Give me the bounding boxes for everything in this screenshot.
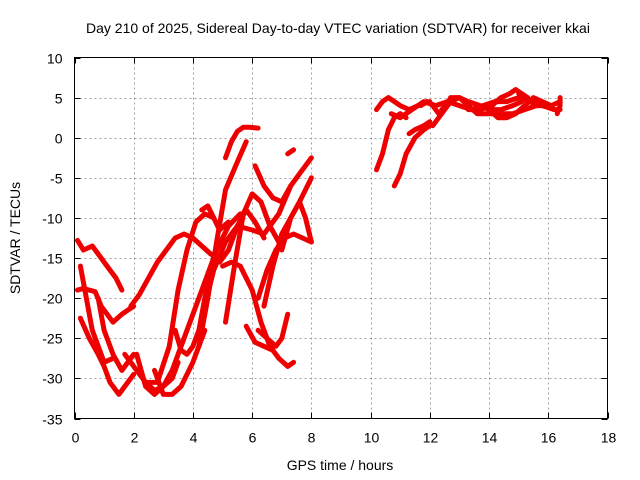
x-tick-label: 12 [423,430,439,446]
y-tick-label: -20 [42,291,62,307]
chart-title: Day 210 of 2025, Sidereal Day-to-day VTE… [86,20,590,36]
y-axis-label: SDTVAR / TECUs [7,182,23,294]
series-arc23 [255,311,291,349]
x-axis-label: GPS time / hours [287,457,394,473]
x-tick-label: 14 [482,430,498,446]
series-arc3 [77,315,137,397]
y-tick-label: -15 [42,251,62,267]
series-arc28 [391,123,433,189]
series-arc21 [252,155,314,205]
series-arc4 [77,263,116,365]
x-tick-label: 4 [190,430,198,446]
series-arc36 [516,91,557,113]
series-arc24 [279,199,314,253]
series-arc1 [75,237,125,293]
x-tick-label: 8 [308,430,316,446]
series-arc30 [406,119,433,137]
grid-lines [74,57,608,419]
series-arc25 [285,147,297,157]
x-tick-label: 16 [541,430,557,446]
data-series [75,87,563,397]
series-arc14 [199,203,231,233]
y-tick-label: 5 [55,91,63,107]
y-tick-label: -30 [42,371,62,387]
series-arc10 [152,327,208,397]
x-tick-label: 10 [364,430,380,446]
y-tick-label: -5 [50,171,63,187]
series-arc13 [223,124,261,161]
series-arc6 [128,231,220,309]
series-arc18 [220,259,297,369]
x-tick-label: 0 [72,430,80,446]
series-arc8 [143,211,217,385]
series-arc19 [243,323,276,353]
series-arc33 [430,99,454,129]
y-tick-label: -35 [42,412,62,428]
x-tick-label: 18 [601,430,617,446]
x-tick-label: 2 [131,430,139,446]
y-tick-label: 10 [47,51,63,67]
series-arc9 [122,351,181,393]
y-tick-label: 0 [55,131,63,147]
plot-frame [74,57,608,419]
y-tick-label: -25 [42,331,62,347]
tick-labels: 0 2 4 6 8 10 12 14 16 18 10 5 0 -5 -10 -15 -20 -25 -30 -35 [42,51,616,446]
y-tick-label: -10 [42,211,62,227]
axis-ticks [74,57,609,420]
x-tick-label: 6 [249,430,257,446]
series-arc37 [554,95,563,117]
